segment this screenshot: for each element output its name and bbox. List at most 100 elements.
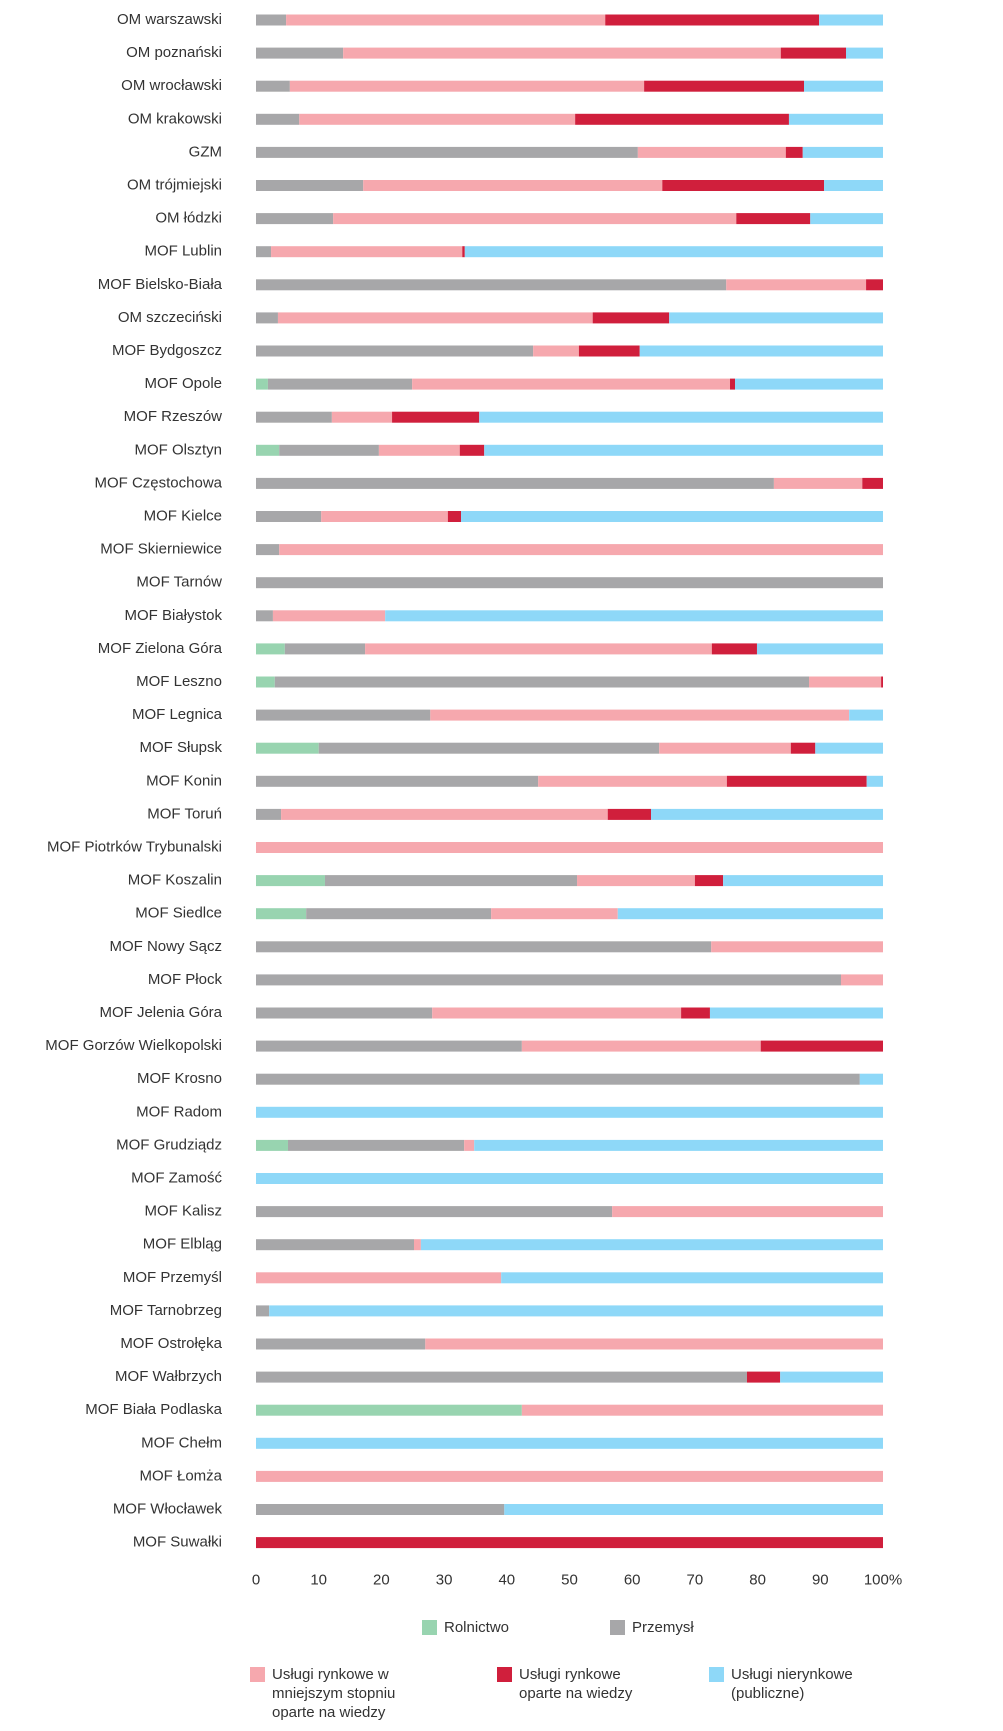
y-tick-label: MOF Olsztyn [134, 441, 222, 458]
bar-segment [639, 345, 883, 357]
y-tick-label: MOF Lublin [144, 243, 222, 260]
bar-segment [504, 1504, 883, 1515]
y-tick-label: MOF Ostrołęka [120, 1335, 222, 1352]
bar-segment [256, 610, 273, 622]
y-tick-label: OM szczeciński [118, 309, 222, 326]
legend-item: Usługi rynkowe w mniejszym stopniu opart… [250, 1665, 442, 1722]
bar-segment [256, 643, 285, 655]
y-tick-label: MOF Skierniewice [100, 541, 222, 558]
y-tick-label: OM łódzki [155, 210, 222, 227]
legend-item: Przemysł [610, 1618, 694, 1637]
legend-item: Rolnictwo [422, 1618, 509, 1637]
bar-segment [756, 643, 883, 655]
bar-segment [846, 47, 883, 59]
bar-segment [256, 378, 268, 390]
bar-segment [306, 908, 492, 920]
bar-segment [256, 444, 280, 456]
bar-segment [577, 875, 695, 887]
bar-segment [256, 577, 883, 589]
y-tick-label: OM warszawski [117, 11, 222, 28]
y-tick-label: MOF Koszalin [128, 872, 222, 889]
bar-segment [256, 180, 364, 191]
legend-label: Przemysł [632, 1619, 694, 1636]
bar-segment [447, 511, 462, 522]
bar-segment [333, 213, 737, 225]
bar-segment [286, 14, 606, 26]
y-tick-label: MOF Zielona Góra [98, 640, 223, 657]
legend-swatch [610, 1620, 625, 1635]
bar-segment [269, 1305, 883, 1317]
bar-segment [256, 1073, 860, 1085]
bar-segment [281, 808, 608, 820]
y-tick-label: MOF Piotrków Trybunalski [47, 838, 222, 855]
bar-segment [256, 47, 344, 59]
y-tick-label: MOF Radom [136, 1103, 222, 1120]
bar-segment [324, 875, 578, 887]
legend-swatch [250, 1667, 265, 1682]
bar-segment [256, 477, 774, 489]
bar-segment [709, 1007, 883, 1019]
bar-segment [385, 610, 883, 622]
bar-segment [607, 808, 652, 820]
bar-segment [412, 378, 731, 390]
bar-segment [256, 80, 290, 92]
legend-swatch [422, 1620, 437, 1635]
x-tick-label: 90 [812, 1572, 829, 1589]
bar-segment [256, 1537, 883, 1549]
bar-segment [735, 378, 883, 390]
bar-segment [279, 544, 884, 556]
bar-segment [279, 444, 379, 456]
bar-segment [849, 709, 883, 721]
legend-item: Usługi rynkowe oparte na wiedzy [497, 1665, 659, 1703]
x-tick-label: 80 [749, 1572, 766, 1589]
x-tick-label: 100% [864, 1572, 902, 1589]
bar-segment [363, 180, 663, 191]
bar-segment [866, 775, 883, 787]
bar-segment [681, 1007, 710, 1019]
bar-segment [256, 1437, 883, 1449]
bar-segment [365, 643, 712, 655]
bar-segment [521, 1404, 883, 1416]
y-tick-label: MOF Opole [144, 375, 222, 392]
y-tick-label: MOF Jelenia Góra [99, 1004, 222, 1021]
bar-segment [694, 875, 724, 887]
bar-segment [810, 213, 883, 225]
bar-segment [256, 842, 883, 853]
y-tick-label: OM krakowski [128, 110, 222, 127]
x-tick-label: 0 [252, 1572, 260, 1589]
bar-segment [726, 775, 867, 787]
x-tick-label: 60 [624, 1572, 641, 1589]
bar-segment [318, 742, 660, 754]
y-tick-label: MOF Legnica [132, 706, 223, 723]
bar-segment [859, 1073, 883, 1085]
bar-segment [479, 411, 883, 423]
bar-segment [637, 146, 786, 158]
bar-segment [491, 908, 618, 920]
x-tick-label: 30 [436, 1572, 453, 1589]
bar-segment [256, 808, 282, 820]
x-tick-label: 70 [687, 1572, 704, 1589]
bar-segment [819, 14, 883, 26]
bar-segment [331, 411, 393, 423]
bar-segment [669, 312, 883, 324]
bar-segment [256, 345, 534, 357]
y-tick-label: MOF Częstochowa [94, 474, 222, 491]
bar-segment [651, 808, 883, 820]
bar-segment [780, 1371, 883, 1383]
bar-segment [284, 643, 366, 655]
y-tick-label: MOF Bielsko-Biała [98, 276, 223, 293]
bar-segment [256, 1139, 288, 1151]
bar-segment [785, 146, 803, 158]
bar-segment [256, 1173, 883, 1184]
y-tick-label: MOF Słupsk [139, 739, 222, 756]
bar-segment [730, 378, 736, 390]
bar-segment [256, 544, 280, 556]
bar-segment [815, 742, 883, 754]
bar-segment [432, 1007, 682, 1019]
y-tick-label: OM poznański [126, 44, 222, 61]
bar-segment [256, 908, 307, 920]
bar-segment [840, 974, 883, 986]
y-tick-label: MOF Krosno [137, 1070, 222, 1087]
bar-segment [256, 941, 712, 953]
bar-segment [461, 511, 883, 522]
